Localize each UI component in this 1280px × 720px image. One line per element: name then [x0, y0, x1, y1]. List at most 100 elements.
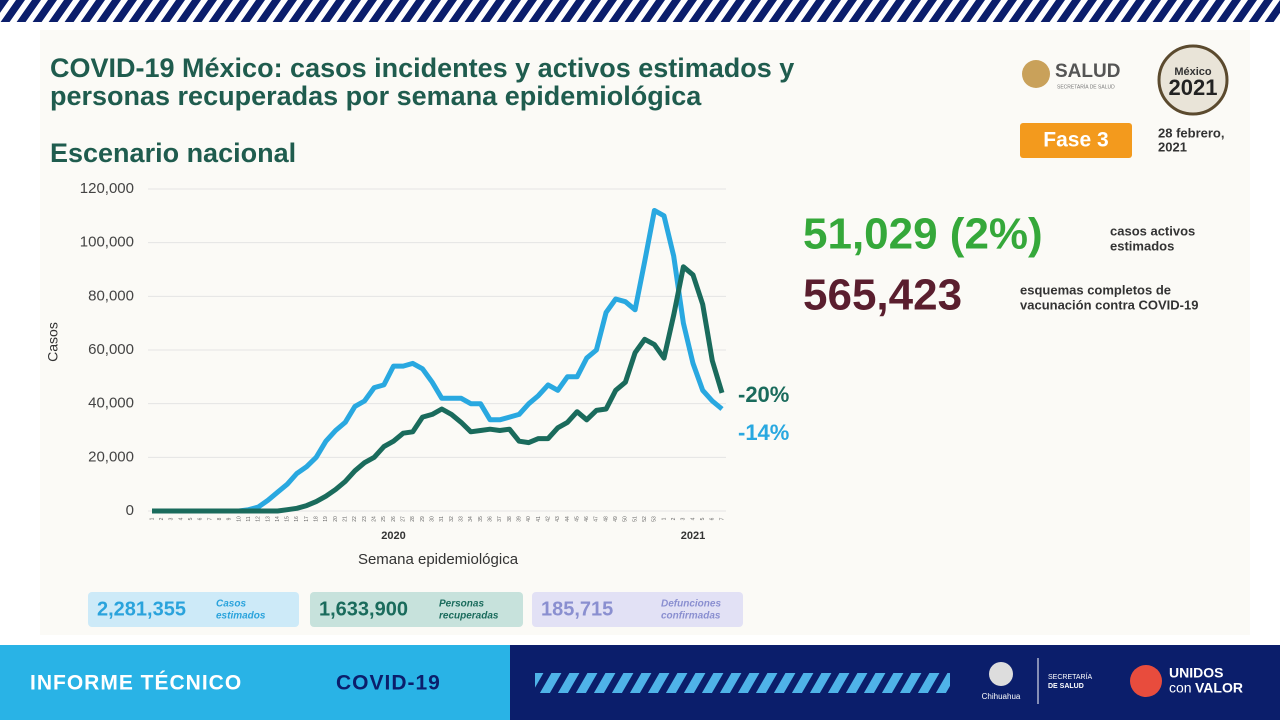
x-tick-label: 31 — [439, 516, 445, 522]
x-tick-label: 9 — [227, 517, 233, 520]
stat-label: vacunación contra COVID-19 — [1020, 297, 1198, 312]
x-tick-label: 25 — [381, 516, 387, 522]
slide-panel — [40, 30, 1250, 635]
total-label: confirmadas — [661, 611, 721, 622]
y-tick-label: 80,000 — [88, 287, 134, 304]
x-tick-label: 28 — [410, 516, 416, 522]
x-tick-label: 4 — [690, 517, 696, 520]
x-tick-label: 11 — [246, 516, 252, 521]
x-tick-label: 16 — [294, 516, 300, 522]
x-tick-label: 6 — [198, 517, 204, 520]
x-tick-label: 32 — [449, 516, 455, 522]
x-tick-label: 48 — [603, 516, 609, 522]
salud-sub: SECRETARÍA DE SALUD — [1057, 83, 1115, 90]
x-tick-label: 24 — [372, 516, 378, 522]
x-tick-label: 17 — [304, 516, 310, 522]
y-tick-label: 60,000 — [88, 341, 134, 358]
x-tick-label: 34 — [468, 516, 474, 522]
top-band — [0, 0, 1280, 22]
x-tick-label: 3 — [681, 517, 687, 520]
brand: con — [1169, 680, 1192, 696]
total-label: Casos — [216, 599, 246, 610]
x-tick-label: 50 — [623, 516, 629, 522]
x-tick-label: 8 — [217, 517, 223, 520]
total-value: 185,715 — [541, 598, 613, 620]
date: 28 febrero, — [1158, 125, 1224, 140]
brand: VALOR — [1195, 680, 1243, 696]
y-tick-label: 120,000 — [80, 180, 134, 197]
title: COVID-19 México: casos incidentes y acti… — [50, 53, 794, 83]
x-tick-label: 51 — [632, 516, 638, 522]
x-tick-label: 46 — [584, 516, 590, 522]
x-tick-label: 52 — [642, 516, 648, 522]
year-label: 2020 — [381, 530, 405, 542]
footer-accent: COVID-19 — [336, 672, 441, 695]
x-tick-label: 1 — [661, 517, 667, 520]
x-tick-label: 38 — [507, 516, 513, 522]
x-tick-label: 10 — [236, 516, 242, 522]
x-tick-label: 30 — [429, 516, 435, 522]
x-tick-label: 40 — [526, 516, 532, 522]
secretaria: DE SALUD — [1048, 683, 1084, 690]
y-tick-label: 0 — [126, 502, 134, 519]
footer-title: INFORME TÉCNICO — [30, 672, 242, 695]
x-tick-label: 13 — [265, 516, 271, 522]
end-label: -14% — [738, 420, 789, 445]
x-tick-label: 29 — [420, 516, 426, 522]
x-tick-label: 45 — [574, 516, 580, 522]
total-box — [88, 592, 299, 627]
subtitle: Escenario nacional — [50, 138, 296, 168]
brand: UNIDOS — [1169, 665, 1223, 681]
x-tick-label: 53 — [652, 516, 658, 522]
x-tick-label: 36 — [487, 516, 493, 522]
x-tick-label: 6 — [710, 517, 716, 520]
x-tick-label: 7 — [719, 517, 725, 520]
x-tick-label: 14 — [275, 516, 281, 522]
x-tick-label: 19 — [323, 516, 329, 522]
x-tick-label: 21 — [343, 516, 349, 522]
state-logo — [989, 662, 1013, 686]
x-tick-label: 49 — [613, 516, 619, 522]
x-tick-label: 4 — [178, 517, 184, 520]
y-tick-label: 40,000 — [88, 395, 134, 412]
x-tick-label: 39 — [516, 516, 522, 522]
mexico-logo — [1157, 44, 1229, 116]
total-label: Defunciones — [661, 599, 721, 610]
mexico-year: 2021 — [1169, 75, 1218, 100]
x-tick-label: 12 — [256, 516, 262, 522]
x-tick-label: 7 — [207, 517, 213, 520]
x-tick-label: 3 — [169, 517, 175, 520]
end-label: -20% — [738, 382, 789, 407]
total-value: 2,281,355 — [97, 598, 186, 620]
chart: 0 20,000 40,000 60,000 80,000 100,000 120,000 1… — [45, 180, 790, 568]
total-value: 1,633,900 — [319, 598, 408, 620]
totals: 2,281,355 Casos estimados 1,633,900 Pers… — [88, 592, 743, 627]
x-tick-label: 37 — [497, 516, 503, 522]
x-tick-label: 2 — [671, 517, 677, 520]
y-tick-label: 20,000 — [88, 448, 134, 465]
year-label: 2021 — [681, 530, 705, 542]
total-label: Personas — [439, 599, 484, 610]
total-label: recuperadas — [439, 611, 499, 622]
x-tick-label: 43 — [555, 516, 561, 522]
x-tick-label: 1 — [149, 517, 155, 520]
x-tick-label: 33 — [458, 516, 464, 522]
x-tick-label: 2 — [159, 517, 165, 520]
stat-label: casos activos — [1110, 223, 1195, 238]
title: personas recuperadas por semana epidemio… — [50, 81, 702, 111]
x-tick-label: 20 — [333, 516, 339, 522]
x-tick-label: 5 — [188, 517, 194, 520]
x-tick-label: 27 — [401, 516, 407, 522]
x-tick-label: 44 — [565, 516, 571, 522]
y-axis-label: Casos — [45, 322, 61, 362]
x-axis-label: Semana epidemiológica — [358, 551, 519, 568]
phase: Fase 3 — [1043, 129, 1108, 152]
x-tick-label: 35 — [478, 516, 484, 522]
footer-dashes — [535, 673, 950, 693]
date: 2021 — [1158, 139, 1187, 154]
stat-vaccine: 565,423 — [803, 271, 962, 320]
stat-label: estimados — [1110, 238, 1174, 253]
phase-badge — [1020, 123, 1132, 158]
total-label: estimados — [216, 611, 266, 622]
